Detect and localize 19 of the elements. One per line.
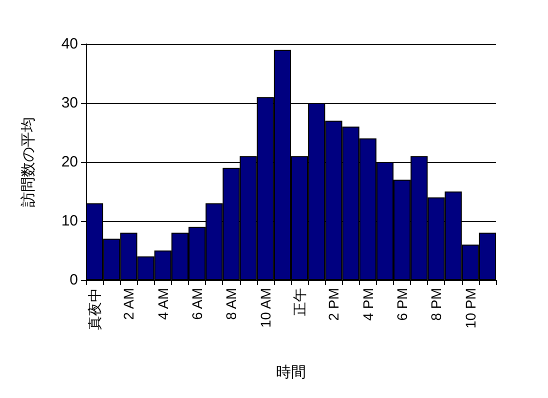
x-tick-label: 10 PM (462, 288, 478, 328)
y-tick-label: 40 (61, 36, 78, 52)
x-axis-title: 時間 (276, 364, 306, 381)
y-tick-label: 10 (61, 212, 78, 230)
x-tick-label: 2 AM (120, 288, 137, 320)
x-tick-label: 6 PM (394, 288, 410, 321)
x-tick-label: 2 PM (326, 288, 342, 321)
x-tick-label: 8 PM (428, 288, 444, 321)
y-tick-label: 30 (61, 94, 78, 112)
x-tick-label: 10 AM (257, 288, 274, 328)
y-tick-label: 20 (61, 154, 78, 170)
x-tick-label: 6 AM (189, 288, 206, 320)
y-axis-title: 訪問数の平均 (20, 117, 37, 207)
x-tick-label: 真夜中 (86, 288, 103, 330)
x-tick-label: 4 AM (154, 288, 171, 320)
x-tick-label: 正午 (292, 288, 308, 316)
x-tick-label: 8 AM (223, 288, 240, 320)
y-tick-label: 0 (70, 272, 78, 288)
x-tick-label: 4 PM (360, 288, 376, 321)
